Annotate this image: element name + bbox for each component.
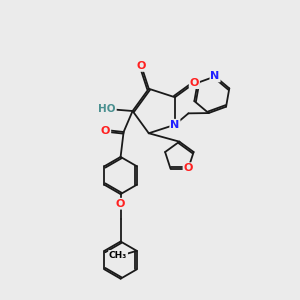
Text: O: O	[137, 61, 146, 71]
Text: HO: HO	[98, 104, 116, 115]
Text: O: O	[184, 163, 193, 173]
Text: O: O	[116, 199, 125, 209]
Text: N: N	[170, 120, 180, 130]
Text: O: O	[101, 125, 110, 136]
Text: O: O	[190, 78, 199, 88]
Text: CH₃: CH₃	[109, 251, 127, 260]
Text: N: N	[210, 71, 220, 81]
